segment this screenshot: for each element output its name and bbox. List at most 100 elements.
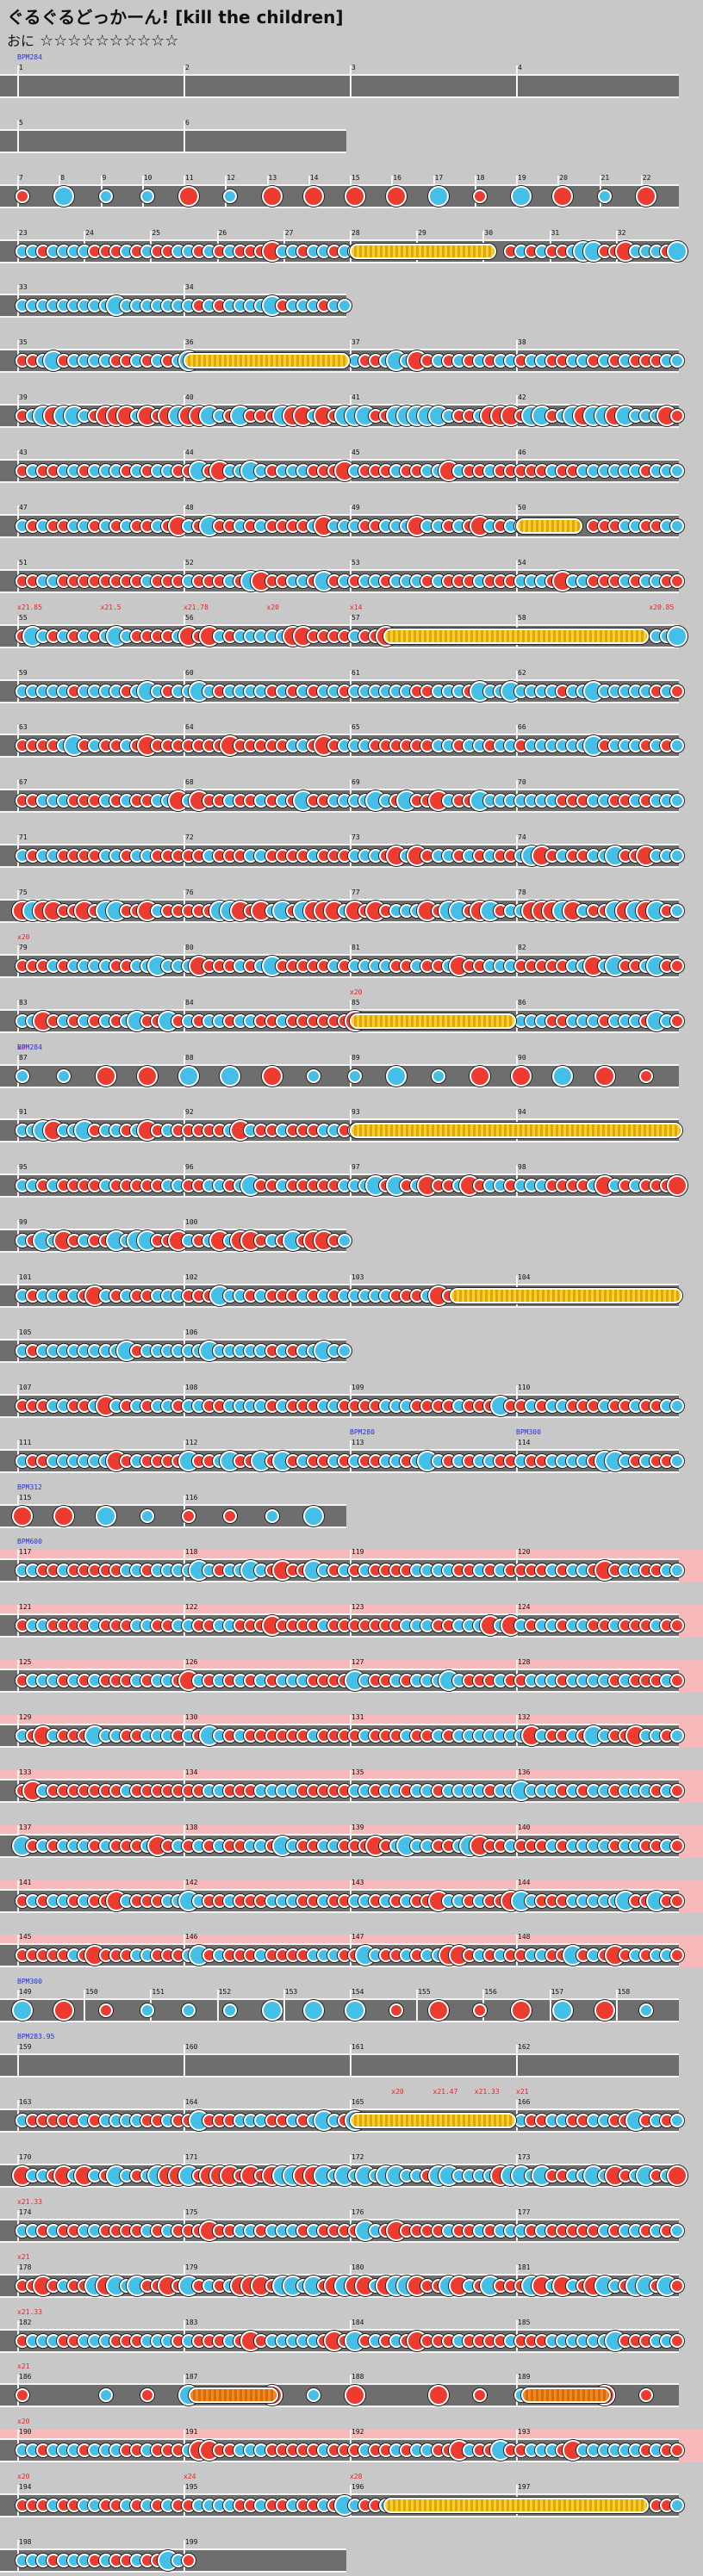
ka-note xyxy=(669,1399,684,1413)
lane xyxy=(0,1935,684,1967)
measure-number: 189 xyxy=(518,2373,531,2381)
lane xyxy=(0,1110,682,1142)
measure-number: 89 xyxy=(352,1054,360,1062)
measure-number: 76 xyxy=(185,889,194,896)
measure-number: 113 xyxy=(352,1439,364,1446)
don-note xyxy=(182,1509,196,1523)
measure-number: 88 xyxy=(185,1054,194,1062)
don-note xyxy=(669,1674,684,1687)
big-ka-note xyxy=(95,1506,116,1526)
ka-note xyxy=(223,189,238,203)
measure-number: 184 xyxy=(352,2319,364,2326)
bpm-change: BPM283.95 xyxy=(17,2033,55,2040)
measure-number: 151 xyxy=(152,1988,165,1996)
measure-number: 147 xyxy=(352,1933,364,1941)
big-ka-note xyxy=(552,1066,574,1087)
measure-number: 93 xyxy=(352,1108,360,1116)
big-ka-note xyxy=(386,1066,407,1087)
ka-note xyxy=(98,189,113,203)
measure-number: 31 xyxy=(551,229,560,237)
measure-number: 98 xyxy=(518,1163,526,1171)
measure-number: 153 xyxy=(284,1988,298,1996)
measure-number: 73 xyxy=(352,833,360,841)
measure-number: 12 xyxy=(227,174,235,182)
measure-number: 75 xyxy=(19,889,28,896)
measure-number: 118 xyxy=(185,1548,198,1556)
measure-number: 25 xyxy=(152,229,161,237)
measure-number: 32 xyxy=(617,229,626,237)
measure-number: 157 xyxy=(551,1988,564,1996)
measure-number: 110 xyxy=(518,1384,531,1391)
lane xyxy=(0,1990,679,2022)
measure-number: 5 xyxy=(19,119,23,127)
measure-number: 156 xyxy=(484,1988,497,1996)
measure-number: 35 xyxy=(19,338,28,346)
measure-number: 3 xyxy=(352,64,356,71)
measure-number: 6 xyxy=(185,119,190,127)
big-don-note xyxy=(511,2000,532,2021)
measure-number: 101 xyxy=(19,1273,32,1281)
measure-number: 137 xyxy=(19,1824,32,1831)
measure-number: 130 xyxy=(185,1713,198,1721)
measure-number: 77 xyxy=(352,889,360,896)
measure-number: 126 xyxy=(185,1658,198,1666)
measure-number: 66 xyxy=(518,723,526,731)
measure-number: 85 xyxy=(352,999,360,1006)
big-don-note xyxy=(345,2385,365,2406)
measure-number: 82 xyxy=(518,944,526,951)
big-don-note xyxy=(552,186,574,207)
scroll-change: x21.33 xyxy=(17,2198,42,2206)
lane xyxy=(0,1770,684,1803)
measure-number: 102 xyxy=(185,1273,198,1281)
lane xyxy=(0,1056,679,1088)
lane xyxy=(0,1220,352,1253)
don-note xyxy=(669,1619,684,1632)
don-note xyxy=(389,2003,404,2017)
measure-number: 52 xyxy=(185,559,194,567)
measure-number: 154 xyxy=(352,1988,364,1996)
don-note xyxy=(669,1784,684,1798)
scroll-change: x21.5 xyxy=(100,604,121,611)
measure-number: 9 xyxy=(102,174,107,182)
lane xyxy=(0,616,687,648)
lane xyxy=(0,725,684,758)
don-note xyxy=(16,2388,29,2402)
measure-number: 158 xyxy=(617,1988,631,1996)
ka-note xyxy=(348,1069,362,1083)
measure-number: 160 xyxy=(185,2043,198,2051)
ka-note xyxy=(337,1344,352,1358)
measure-number: 20 xyxy=(559,174,568,182)
lane xyxy=(0,340,684,373)
lane xyxy=(0,285,352,318)
lane xyxy=(0,2100,684,2133)
measure-number: 95 xyxy=(19,1163,28,1171)
song-title: ぐるぐるどっかーん! [kill the children] xyxy=(7,7,344,28)
measure-number: 57 xyxy=(352,614,360,622)
ka-note xyxy=(306,1069,320,1083)
measure-number: 7 xyxy=(19,174,23,182)
measure-number: 173 xyxy=(518,2153,531,2161)
ka-note xyxy=(337,299,352,313)
ka-note xyxy=(98,2388,113,2402)
measure-number: 45 xyxy=(352,449,360,456)
measure-number: 92 xyxy=(185,1108,194,1116)
measure-number: 86 xyxy=(518,999,526,1006)
measure-number: 22 xyxy=(642,174,651,182)
lane xyxy=(0,1550,684,1582)
measure-number: 23 xyxy=(19,229,28,237)
measure-number: 83 xyxy=(19,999,28,1006)
big-ka-note xyxy=(302,2000,324,2021)
measure-number: 111 xyxy=(19,1439,32,1446)
measure-number: 162 xyxy=(518,2043,531,2051)
measure-number: 170 xyxy=(19,2153,32,2161)
bar-line xyxy=(17,121,19,152)
measure-number: 100 xyxy=(185,1218,198,1226)
measure-number: 104 xyxy=(518,1273,531,1281)
big-ka-note xyxy=(666,241,687,262)
don-note xyxy=(669,2334,684,2348)
measure-number: 29 xyxy=(418,229,426,237)
measure-number: 128 xyxy=(518,1658,531,1666)
ka-note xyxy=(669,354,684,368)
lane xyxy=(0,890,684,923)
